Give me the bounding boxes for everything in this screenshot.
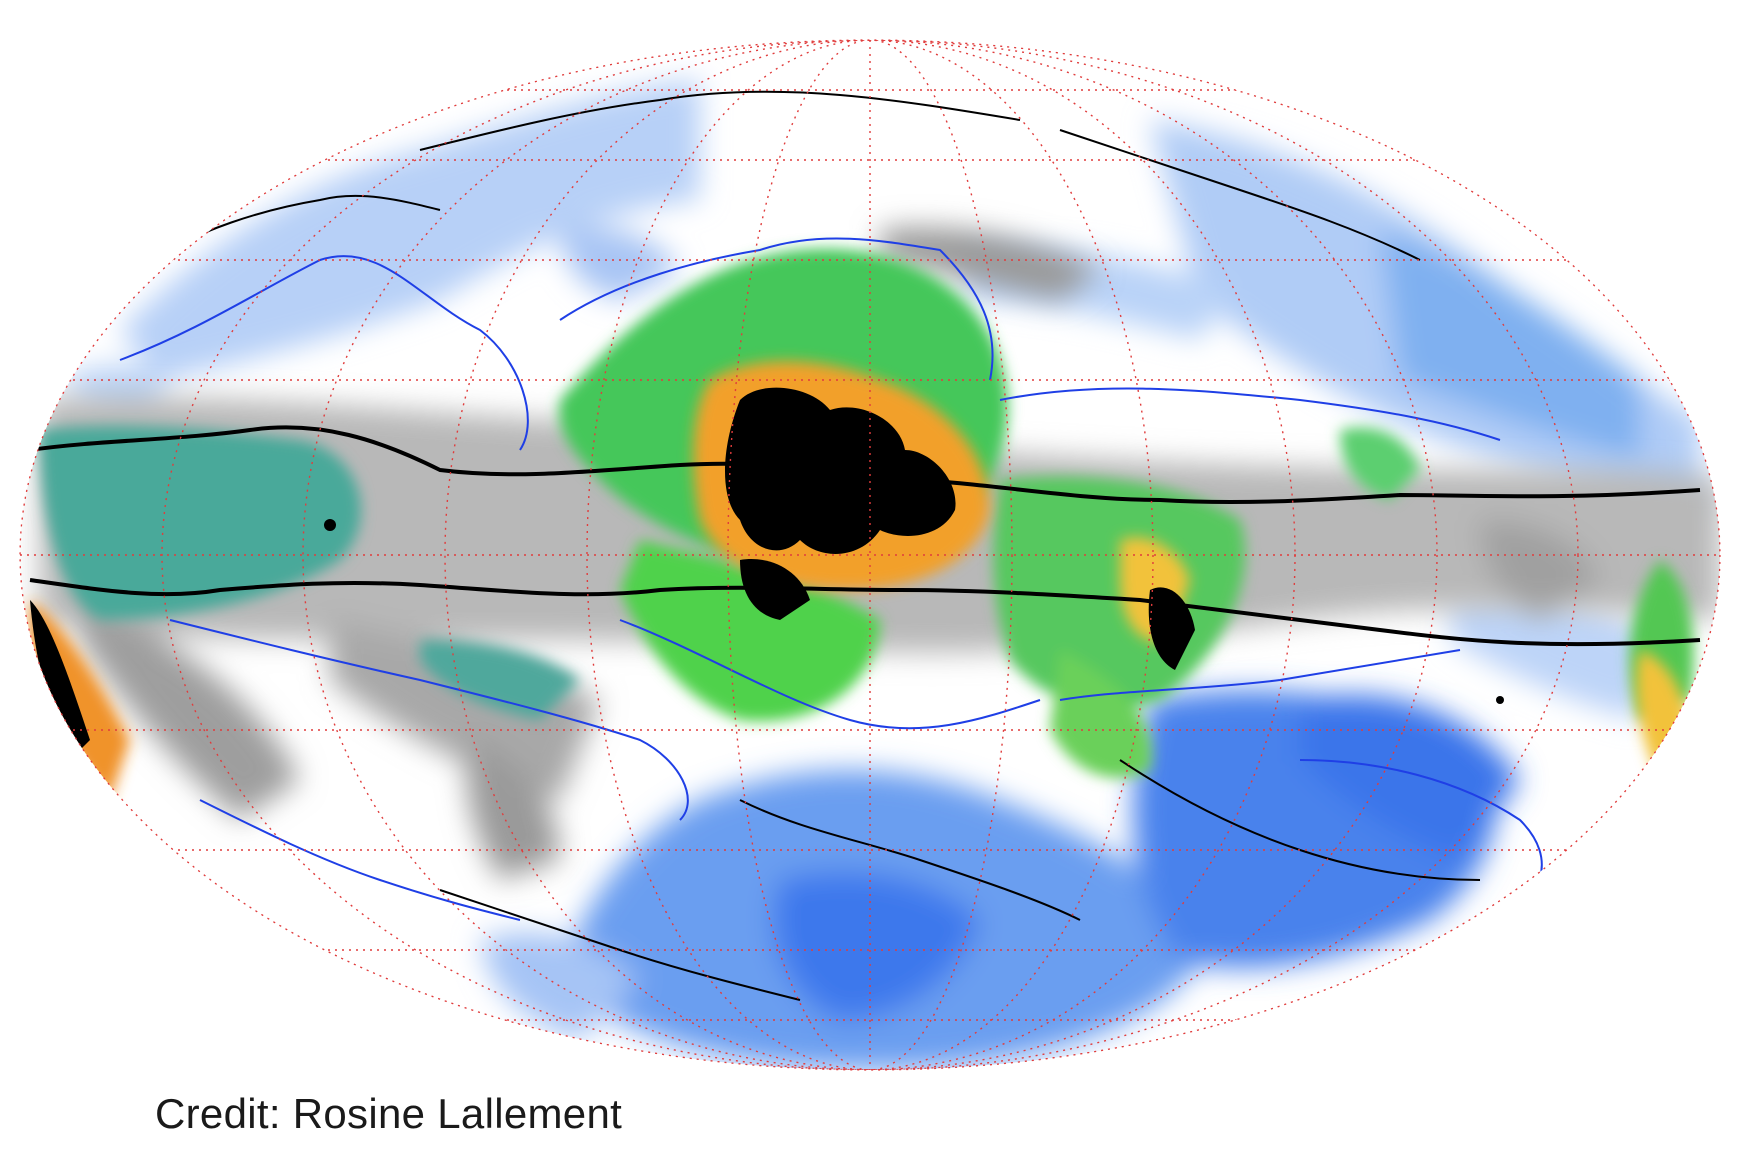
south-blue-region (480, 596, 1660, 1070)
map-content (20, 40, 1720, 1070)
graticule (20, 40, 1720, 1070)
map-outline (19, 39, 1721, 1071)
blue-contours (119, 237, 1543, 921)
all-sky-map (19, 39, 1721, 1071)
galactic-plane-contours (29, 425, 1701, 647)
credit-text: Credit: Rosine Lallement (155, 1090, 623, 1137)
